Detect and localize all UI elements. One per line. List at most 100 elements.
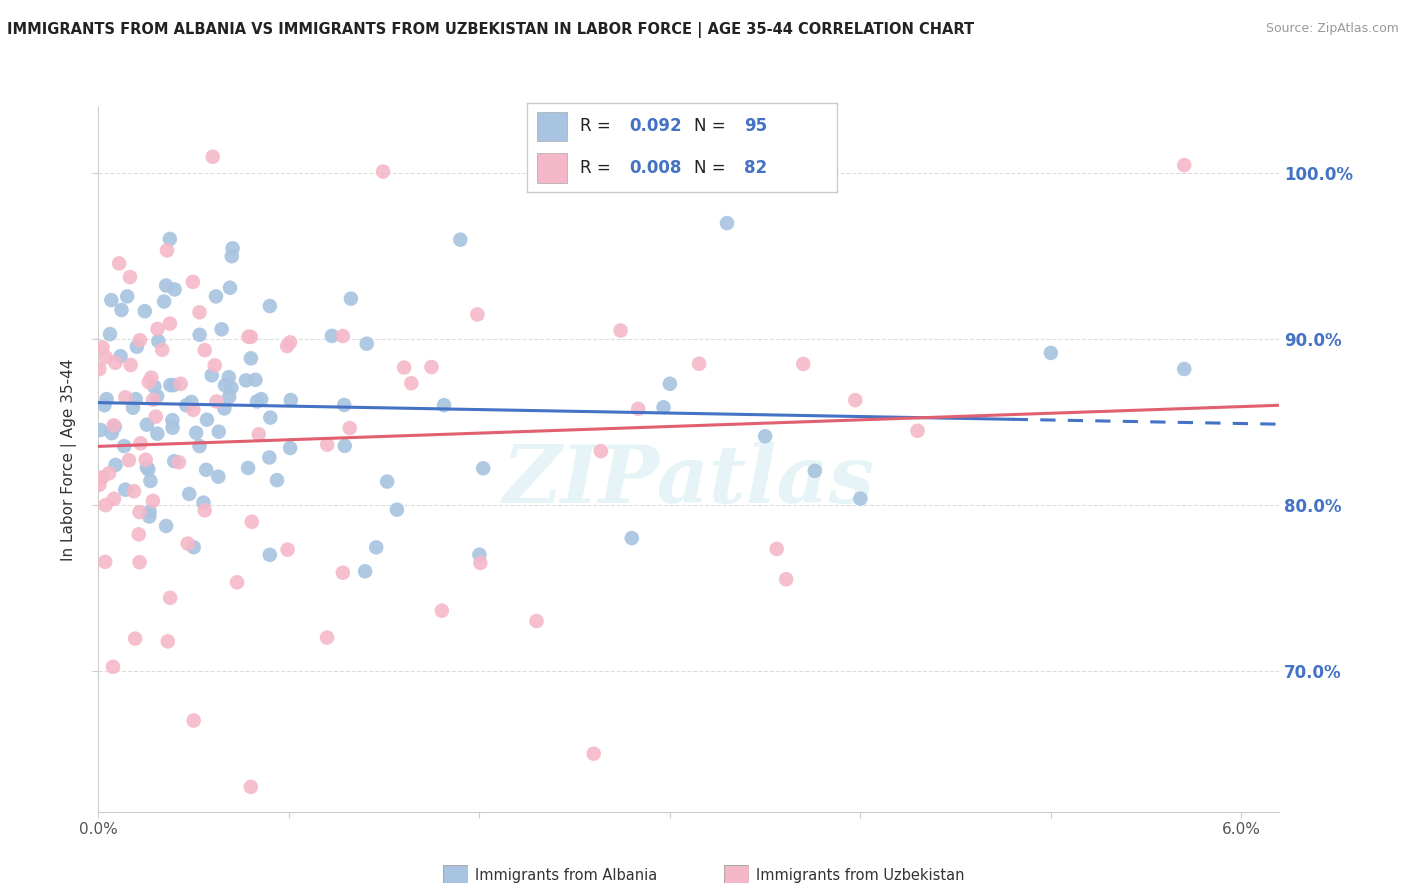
Point — [218, 370, 240, 384]
Point — [472, 461, 495, 475]
Point — [205, 394, 228, 409]
Point — [170, 376, 193, 391]
Point — [221, 381, 243, 395]
Point — [124, 392, 146, 406]
Point — [238, 330, 260, 344]
Point — [754, 429, 776, 443]
Point — [366, 541, 388, 555]
Point — [238, 461, 260, 475]
Point — [316, 631, 339, 645]
Point — [110, 349, 132, 363]
Point — [162, 421, 184, 435]
Point — [183, 714, 205, 728]
Point — [118, 270, 141, 285]
Point — [470, 556, 492, 570]
Point — [208, 425, 231, 439]
Point — [333, 398, 356, 412]
Point — [118, 453, 141, 467]
Point — [259, 548, 281, 562]
Point — [162, 378, 184, 392]
Point — [239, 780, 262, 794]
Point — [167, 455, 190, 469]
Point — [104, 419, 127, 434]
Point — [156, 634, 179, 648]
Point — [141, 370, 163, 384]
Point — [98, 467, 121, 481]
Text: Immigrants from Uzbekistan: Immigrants from Uzbekistan — [756, 869, 965, 883]
Point — [98, 327, 121, 342]
Point — [89, 477, 111, 491]
Text: R =: R = — [579, 159, 616, 178]
Point — [221, 249, 243, 263]
Text: N =: N = — [695, 159, 731, 178]
Point — [156, 244, 179, 258]
Point — [155, 519, 177, 533]
Bar — [537, 153, 568, 183]
Point — [354, 564, 377, 578]
Point — [205, 289, 228, 303]
Point — [385, 502, 408, 516]
Point — [183, 540, 205, 554]
Point — [179, 487, 201, 501]
Point — [333, 439, 356, 453]
Text: R =: R = — [579, 117, 616, 136]
Text: N =: N = — [695, 117, 731, 136]
Point — [104, 356, 127, 370]
Point — [195, 463, 218, 477]
Point — [186, 425, 208, 440]
Point — [627, 401, 650, 416]
Point — [278, 335, 301, 350]
Point — [138, 375, 160, 389]
Point — [467, 307, 489, 321]
Point — [449, 233, 471, 247]
Text: ZIPatlas: ZIPatlas — [503, 442, 875, 519]
Point — [135, 417, 157, 432]
Point — [226, 575, 249, 590]
Point — [247, 427, 270, 442]
Point — [316, 438, 339, 452]
Point — [134, 304, 156, 318]
Point — [138, 462, 160, 476]
Point — [128, 505, 150, 519]
Point — [162, 413, 184, 427]
Point — [194, 343, 217, 358]
Point — [214, 401, 236, 416]
Point — [1173, 362, 1195, 376]
Point — [93, 398, 115, 412]
Point — [94, 350, 117, 364]
Point — [163, 454, 186, 468]
Text: 95: 95 — [744, 117, 766, 136]
Point — [239, 351, 262, 366]
Point — [96, 392, 118, 406]
Point — [112, 439, 135, 453]
Point — [589, 444, 612, 458]
Point — [240, 515, 263, 529]
Point — [89, 362, 111, 376]
Point — [159, 317, 181, 331]
Point — [792, 357, 814, 371]
Point — [332, 566, 354, 580]
Point — [148, 334, 170, 348]
Point — [775, 572, 797, 586]
Point — [239, 330, 262, 344]
Point — [146, 322, 169, 336]
Point — [468, 548, 491, 562]
Point — [125, 340, 148, 354]
Point — [181, 275, 204, 289]
Point — [375, 475, 398, 489]
Point — [201, 150, 224, 164]
Point — [188, 439, 211, 453]
Point — [146, 389, 169, 403]
Text: Source: ZipAtlas.com: Source: ZipAtlas.com — [1265, 22, 1399, 36]
Point — [135, 452, 157, 467]
Point — [159, 378, 181, 392]
Point — [129, 436, 152, 450]
Point — [115, 289, 138, 303]
Point — [150, 343, 173, 357]
Point — [214, 378, 236, 392]
Point — [94, 498, 117, 512]
Point — [91, 470, 114, 484]
Point — [128, 555, 150, 569]
Point — [104, 458, 127, 472]
Point — [844, 393, 866, 408]
